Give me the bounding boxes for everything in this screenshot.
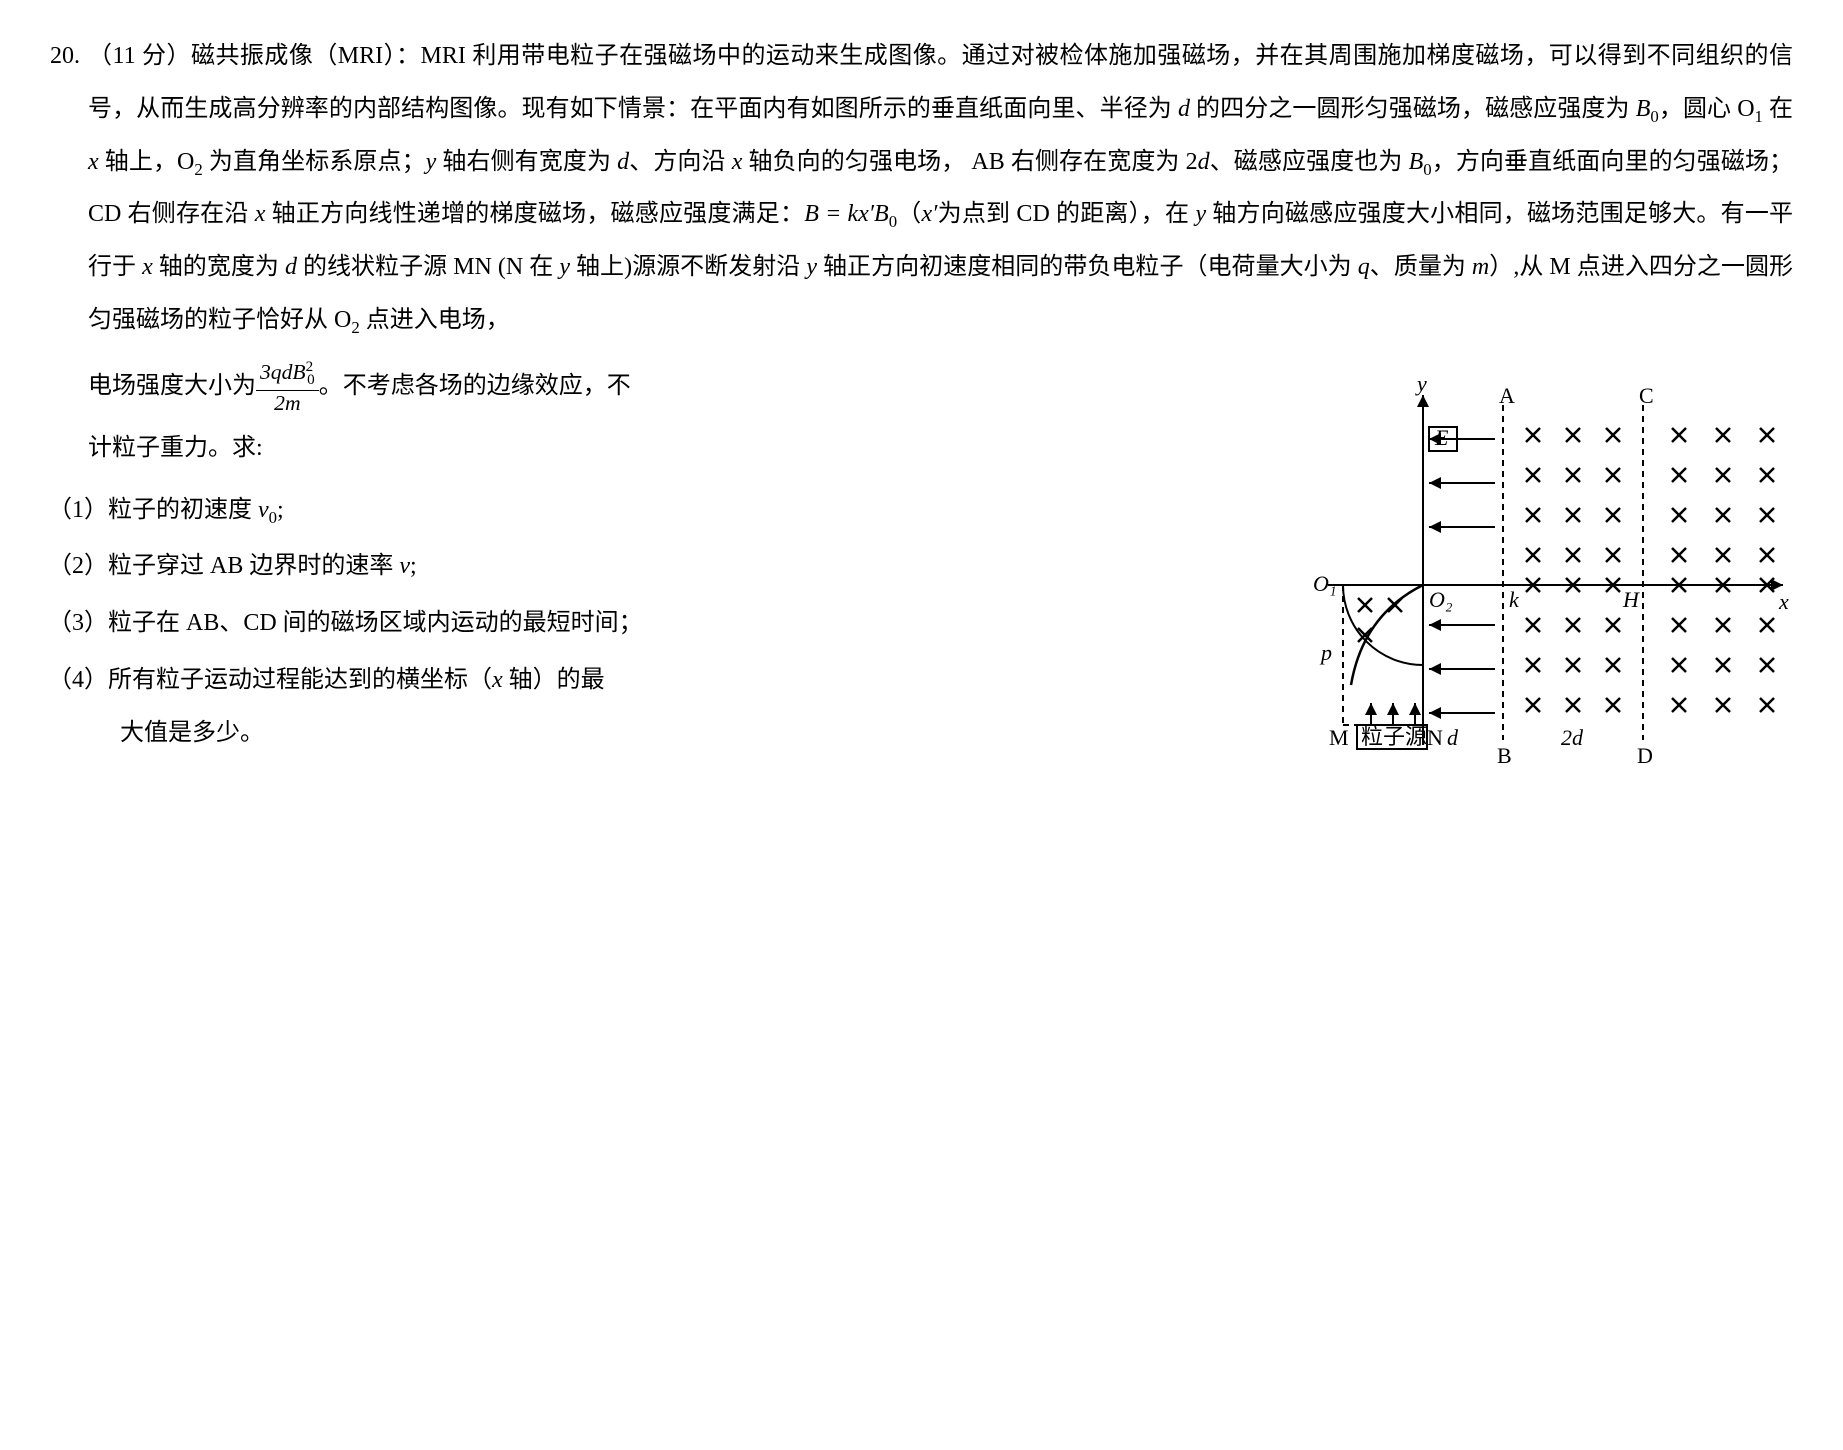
var-d: d: [617, 149, 629, 175]
body-text: 轴的宽度为: [153, 254, 285, 280]
svg-text:p: p: [1319, 640, 1332, 665]
title: 磁共振成像（MRI）：: [191, 43, 421, 69]
subscript: 0: [1423, 159, 1431, 178]
var-B0: B: [1636, 96, 1651, 122]
svg-text:D: D: [1637, 743, 1653, 768]
svg-text:y: y: [1415, 375, 1427, 396]
var-d: d: [285, 254, 297, 280]
body-text: 为点到 CD 的距离），在: [937, 201, 1195, 227]
body-text: 轴正方向线性递增的梯度磁场，磁感应强度满足：: [265, 201, 804, 227]
body-text: 、质量为: [1370, 254, 1472, 280]
svg-text:k: k: [1509, 587, 1520, 612]
q-var: v: [258, 497, 269, 523]
body-text: 、方向沿: [629, 149, 732, 175]
question-3: （3）粒子在 AB、CD 间的磁场区域内运动的最短时间；: [48, 597, 1253, 650]
questions: （1）粒子的初速度 v0; （2）粒子穿过 AB 边界时的速率 v; （3）粒子…: [48, 484, 1253, 760]
body-text: 为直角坐标系原点；: [203, 149, 426, 175]
q-text: 粒子的初速度: [108, 497, 258, 523]
svg-text:C: C: [1639, 383, 1654, 408]
prompt-line2: 计粒子重力。求:: [88, 417, 1253, 479]
q-num: （3）: [48, 610, 108, 636]
body-text: 点进入电场，: [360, 307, 510, 333]
svg-text:B: B: [1497, 743, 1512, 768]
var-d: d: [1178, 96, 1190, 122]
frac-den: 2m: [256, 391, 319, 417]
var-y: y: [1195, 201, 1206, 227]
problem-body: （11 分）磁共振成像（MRI）：MRI 利用带电粒子在强磁场中的运动来生成图像…: [88, 30, 1793, 347]
frac-sub: 0: [307, 372, 315, 388]
subscript: 1: [1755, 107, 1763, 126]
svg-text:A: A: [1499, 383, 1515, 408]
q-text: 轴）的最: [503, 667, 605, 693]
efield-suffix: 。不考虑各场的边缘效应，不: [319, 373, 631, 399]
body-text: 、磁感应强度也为: [1210, 149, 1409, 175]
subscript: 0: [889, 212, 897, 231]
svg-text:O₂: O₂: [1429, 587, 1453, 612]
question-1: （1）粒子的初速度 v0;: [48, 484, 1253, 537]
body-text: 的线状粒子源 MN (N 在: [297, 254, 559, 280]
q-sub: 0: [269, 507, 277, 526]
var-y: y: [806, 254, 817, 280]
body-text: 轴负向的匀强电场， AB 右侧存在宽度为 2: [742, 149, 1197, 175]
var-x: x: [732, 149, 743, 175]
body-text: （: [897, 201, 921, 227]
left-content: 电场强度大小为3qdB202m。不考虑各场的边缘效应，不 计粒子重力。求: （1…: [88, 355, 1253, 764]
efield-line: 电场强度大小为3qdB202m。不考虑各场的边缘效应，不: [88, 355, 1253, 417]
q-text: 所有粒子运动过程能达到的横坐标（: [108, 667, 492, 693]
var-y: y: [426, 149, 437, 175]
var-m: m: [1472, 254, 1489, 280]
var-xprime: x′: [922, 201, 938, 227]
svg-text:M: M: [1329, 725, 1349, 750]
var-x: x: [142, 254, 153, 280]
subscript: 2: [351, 318, 359, 337]
subscript: 0: [1650, 107, 1658, 126]
subscript: 2: [194, 159, 202, 178]
efield-prefix: 电场强度大小为: [88, 373, 256, 399]
problem-container: 20. （11 分）磁共振成像（MRI）：MRI 利用带电粒子在强磁场中的运动来…: [50, 30, 1793, 795]
points: （11 分）: [88, 43, 191, 69]
frac-num: 3qdB: [260, 360, 306, 384]
question-2: （2）粒子穿过 AB 边界时的速率 v;: [48, 540, 1253, 593]
svg-text:O₁: O₁: [1313, 571, 1337, 596]
var-q: q: [1358, 254, 1370, 280]
var-y: y: [559, 254, 570, 280]
problem-content: （11 分）磁共振成像（MRI）：MRI 利用带电粒子在强磁场中的运动来生成图像…: [88, 30, 1793, 795]
svg-text:x: x: [1778, 589, 1789, 614]
var-x: x: [255, 201, 266, 227]
q-num: （1）: [48, 497, 108, 523]
body-text: 轴右侧有宽度为: [436, 149, 617, 175]
fraction: 3qdB202m: [256, 358, 319, 417]
svg-text:d: d: [1447, 725, 1459, 750]
svg-text:H: H: [1622, 587, 1640, 612]
q-end: ;: [410, 553, 417, 579]
body-text: 的四分之一圆形匀强磁场，磁感应强度为: [1190, 96, 1636, 122]
svg-text:粒子源: 粒子源: [1361, 724, 1427, 749]
formula: B = kx′B: [804, 201, 888, 227]
q-text: 粒子穿过 AB 边界时的速率: [108, 553, 399, 579]
q-num: （2）: [48, 553, 108, 579]
svg-text:N: N: [1427, 725, 1443, 750]
q-var: x: [492, 667, 503, 693]
q-end: ;: [277, 497, 284, 523]
var-x: x: [88, 149, 99, 175]
q-text: 粒子在 AB、CD 间的磁场区域内运动的最短时间；: [108, 610, 643, 636]
body-text: 轴上)源源不断发射沿: [570, 254, 806, 280]
svg-text:2d: 2d: [1561, 725, 1584, 750]
var-d: d: [1198, 149, 1210, 175]
problem-number: 20.: [50, 30, 80, 83]
body-text: 轴正方向初速度相同的带负电粒子（电荷量大小为: [817, 254, 1358, 280]
q-num: （4）: [48, 667, 108, 693]
q-text-cont: 大值是多少。: [48, 707, 1253, 760]
diagram: yxACBDEO₁O₂kHp粒子源MNd2d: [1273, 375, 1793, 795]
body-text: 在: [1763, 96, 1793, 122]
question-4: （4）所有粒子运动过程能达到的横坐标（x 轴）的最 大值是多少。: [48, 654, 1253, 760]
physics-diagram: yxACBDEO₁O₂kHp粒子源MNd2d: [1273, 375, 1793, 795]
var-B0: B: [1409, 149, 1424, 175]
bottom-section: 电场强度大小为3qdB202m。不考虑各场的边缘效应，不 计粒子重力。求: （1…: [88, 355, 1793, 795]
body-text: 轴上，O: [99, 149, 195, 175]
body-text: ，圆心 O: [1659, 96, 1755, 122]
q-var: v: [399, 553, 410, 579]
